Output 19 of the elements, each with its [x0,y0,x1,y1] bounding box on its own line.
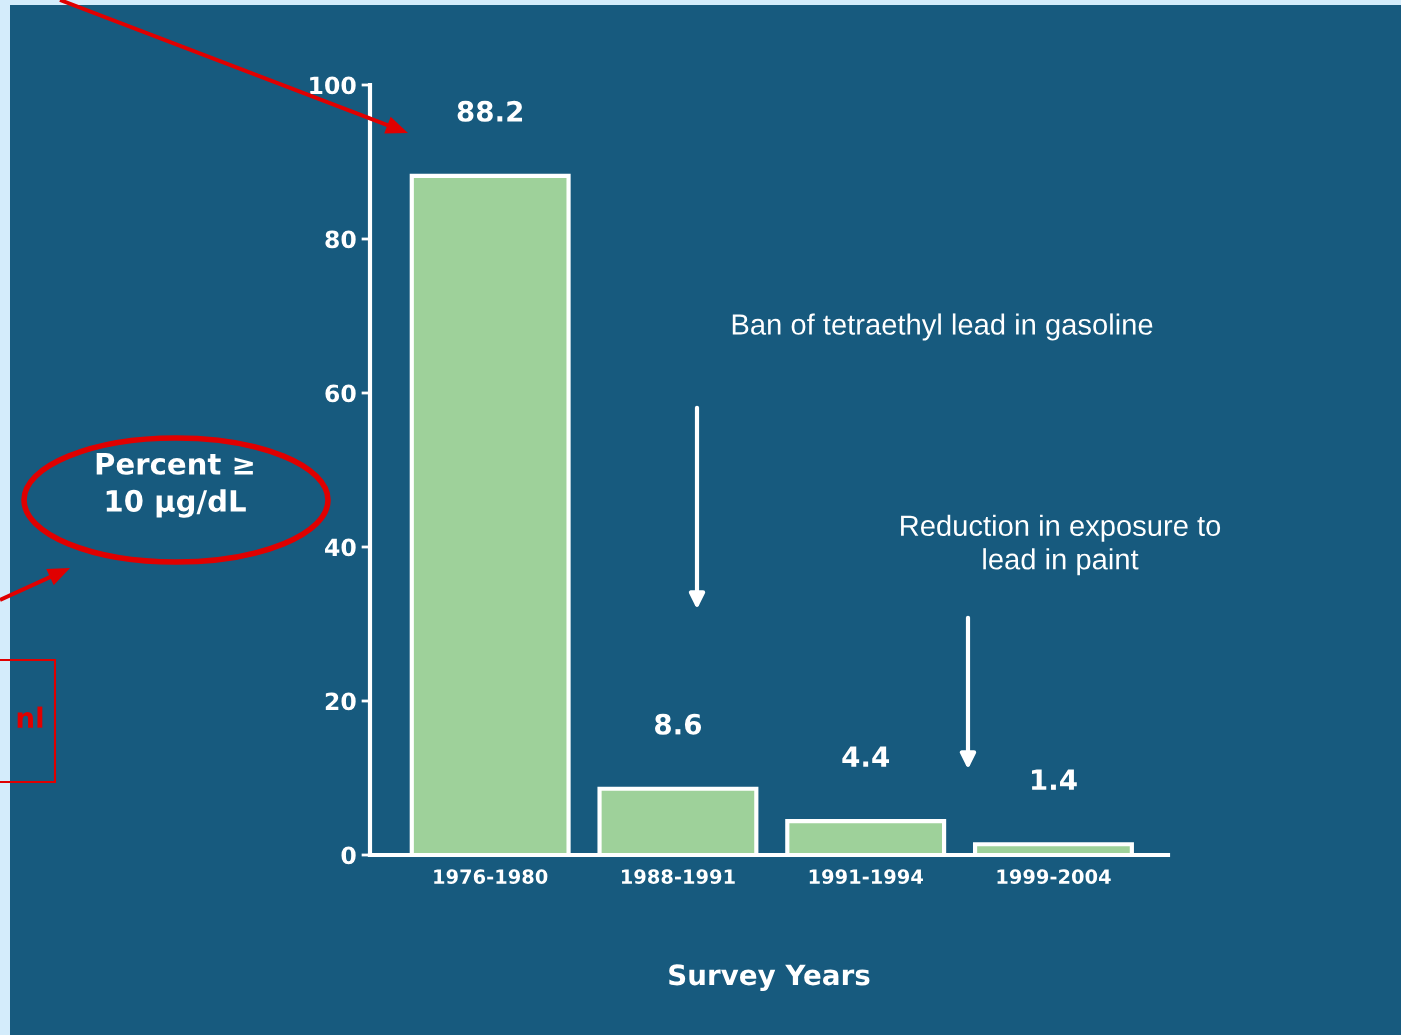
x-axis-title: Survey Years [669,964,870,991]
y-tick-label: 100 [310,76,356,95]
x-tick-label: 1991-1994 [809,869,923,884]
data-label: 1.4 [1031,769,1077,790]
data-label: 8.6 [655,713,702,735]
annotation: Reduction in exposure to lead in paint [901,514,1221,576]
y-tick-label: 20 [325,692,356,711]
data-label: 4.4 [842,746,890,767]
y-tick-label: 0 [341,846,356,865]
y-tick-label: 60 [325,384,356,403]
y-axis-title: Percent ≥ 10 μg/dL [96,453,253,518]
y-tick-label: 80 [325,230,356,249]
x-tick-label: 1999-2004 [997,869,1111,884]
x-tick-label: 1976-1980 [434,869,548,884]
data-label: 88.2 [457,100,523,122]
y-tick-label: 40 [325,538,356,557]
x-tick-label: 1988-1991 [621,869,735,884]
text: nl [17,706,43,728]
annotation: Ban of tetraethyl lead in gasoline [732,313,1153,341]
